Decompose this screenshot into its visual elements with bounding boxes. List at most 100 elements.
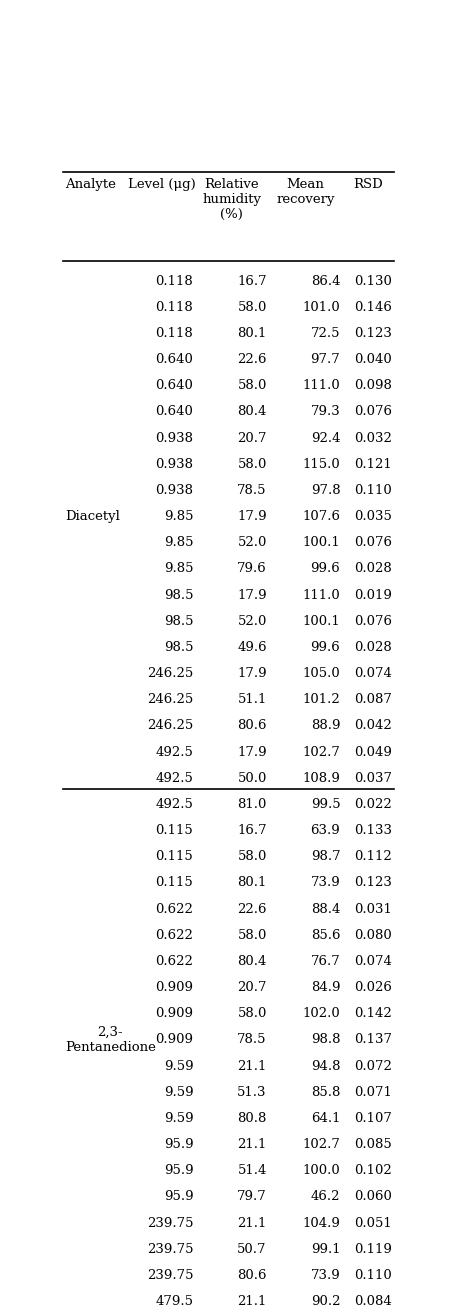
Text: 239.75: 239.75 xyxy=(147,1217,193,1230)
Text: 0.035: 0.035 xyxy=(354,510,392,523)
Text: 58.0: 58.0 xyxy=(237,929,267,941)
Text: 98.5: 98.5 xyxy=(164,640,193,654)
Text: 0.909: 0.909 xyxy=(155,1034,193,1047)
Text: 0.640: 0.640 xyxy=(155,379,193,392)
Text: 0.026: 0.026 xyxy=(354,982,392,995)
Text: 58.0: 58.0 xyxy=(237,457,267,471)
Text: 78.5: 78.5 xyxy=(237,1034,267,1047)
Text: 99.6: 99.6 xyxy=(310,562,340,575)
Text: Relative
humidity
(%): Relative humidity (%) xyxy=(202,178,261,221)
Text: 85.8: 85.8 xyxy=(311,1086,340,1099)
Text: 0.098: 0.098 xyxy=(354,379,392,392)
Text: 21.1: 21.1 xyxy=(237,1138,267,1151)
Text: 0.115: 0.115 xyxy=(155,823,193,836)
Text: 79.3: 79.3 xyxy=(310,405,340,418)
Text: 492.5: 492.5 xyxy=(155,771,193,784)
Text: 0.049: 0.049 xyxy=(354,745,392,758)
Text: 0.085: 0.085 xyxy=(354,1138,392,1151)
Text: 0.938: 0.938 xyxy=(155,431,193,444)
Text: 9.85: 9.85 xyxy=(164,510,193,523)
Text: 20.7: 20.7 xyxy=(237,982,267,995)
Text: 58.0: 58.0 xyxy=(237,379,267,392)
Text: Analyte: Analyte xyxy=(65,178,116,191)
Text: 0.115: 0.115 xyxy=(155,877,193,889)
Text: 0.040: 0.040 xyxy=(354,353,392,366)
Text: 17.9: 17.9 xyxy=(237,745,267,758)
Text: 80.8: 80.8 xyxy=(237,1112,267,1125)
Text: 115.0: 115.0 xyxy=(302,457,340,471)
Text: 0.074: 0.074 xyxy=(354,667,392,680)
Text: 0.028: 0.028 xyxy=(354,640,392,654)
Text: 239.75: 239.75 xyxy=(147,1243,193,1256)
Text: 88.4: 88.4 xyxy=(311,903,340,915)
Text: 2,3-
Pentanedione: 2,3- Pentanedione xyxy=(65,1026,155,1053)
Text: 58.0: 58.0 xyxy=(237,1008,267,1021)
Text: 58.0: 58.0 xyxy=(237,301,267,314)
Text: 102.7: 102.7 xyxy=(302,1138,340,1151)
Text: 22.6: 22.6 xyxy=(237,903,267,915)
Text: 0.123: 0.123 xyxy=(354,877,392,889)
Text: 102.0: 102.0 xyxy=(302,1008,340,1021)
Text: 0.909: 0.909 xyxy=(155,1008,193,1021)
Text: 101.2: 101.2 xyxy=(302,693,340,706)
Text: 98.5: 98.5 xyxy=(164,614,193,627)
Text: 99.5: 99.5 xyxy=(310,797,340,810)
Text: 80.6: 80.6 xyxy=(237,1269,267,1282)
Text: 0.037: 0.037 xyxy=(354,771,392,784)
Text: 0.118: 0.118 xyxy=(155,274,193,288)
Text: 0.640: 0.640 xyxy=(155,353,193,366)
Text: 0.142: 0.142 xyxy=(354,1008,392,1021)
Text: 102.7: 102.7 xyxy=(302,745,340,758)
Text: 0.112: 0.112 xyxy=(354,850,392,863)
Text: 0.032: 0.032 xyxy=(354,431,392,444)
Text: 51.3: 51.3 xyxy=(237,1086,267,1099)
Text: 17.9: 17.9 xyxy=(237,510,267,523)
Text: 239.75: 239.75 xyxy=(147,1269,193,1282)
Text: 105.0: 105.0 xyxy=(302,667,340,680)
Text: 81.0: 81.0 xyxy=(237,797,267,810)
Text: 95.9: 95.9 xyxy=(164,1138,193,1151)
Text: 0.071: 0.071 xyxy=(354,1086,392,1099)
Text: 50.7: 50.7 xyxy=(237,1243,267,1256)
Text: 0.076: 0.076 xyxy=(354,405,392,418)
Text: 0.640: 0.640 xyxy=(155,405,193,418)
Text: 0.102: 0.102 xyxy=(354,1165,392,1178)
Text: 100.1: 100.1 xyxy=(302,614,340,627)
Text: RSD: RSD xyxy=(353,178,383,191)
Text: 9.85: 9.85 xyxy=(164,536,193,549)
Text: 111.0: 111.0 xyxy=(302,588,340,601)
Text: 246.25: 246.25 xyxy=(147,719,193,732)
Text: Mean
recovery: Mean recovery xyxy=(276,178,335,207)
Text: 99.1: 99.1 xyxy=(310,1243,340,1256)
Text: 492.5: 492.5 xyxy=(155,797,193,810)
Text: 92.4: 92.4 xyxy=(311,431,340,444)
Text: 80.1: 80.1 xyxy=(237,327,267,340)
Text: 0.123: 0.123 xyxy=(354,327,392,340)
Text: 108.9: 108.9 xyxy=(302,771,340,784)
Text: 16.7: 16.7 xyxy=(237,274,267,288)
Text: 0.019: 0.019 xyxy=(354,588,392,601)
Text: 0.133: 0.133 xyxy=(354,823,392,836)
Text: 50.0: 50.0 xyxy=(237,771,267,784)
Text: 79.7: 79.7 xyxy=(237,1191,267,1204)
Text: 0.087: 0.087 xyxy=(354,693,392,706)
Text: 79.6: 79.6 xyxy=(237,562,267,575)
Text: 100.0: 100.0 xyxy=(302,1165,340,1178)
Text: 0.051: 0.051 xyxy=(354,1217,392,1230)
Text: 84.9: 84.9 xyxy=(311,982,340,995)
Text: 0.938: 0.938 xyxy=(155,457,193,471)
Text: 0.022: 0.022 xyxy=(354,797,392,810)
Text: 0.060: 0.060 xyxy=(354,1191,392,1204)
Text: 58.0: 58.0 xyxy=(237,850,267,863)
Text: 0.622: 0.622 xyxy=(155,929,193,941)
Text: 97.8: 97.8 xyxy=(310,484,340,497)
Text: 80.6: 80.6 xyxy=(237,719,267,732)
Text: 80.4: 80.4 xyxy=(237,405,267,418)
Text: 85.6: 85.6 xyxy=(311,929,340,941)
Text: 9.59: 9.59 xyxy=(164,1112,193,1125)
Text: 0.028: 0.028 xyxy=(354,562,392,575)
Text: 22.6: 22.6 xyxy=(237,353,267,366)
Text: 98.8: 98.8 xyxy=(311,1034,340,1047)
Text: 0.076: 0.076 xyxy=(354,536,392,549)
Text: 95.9: 95.9 xyxy=(164,1165,193,1178)
